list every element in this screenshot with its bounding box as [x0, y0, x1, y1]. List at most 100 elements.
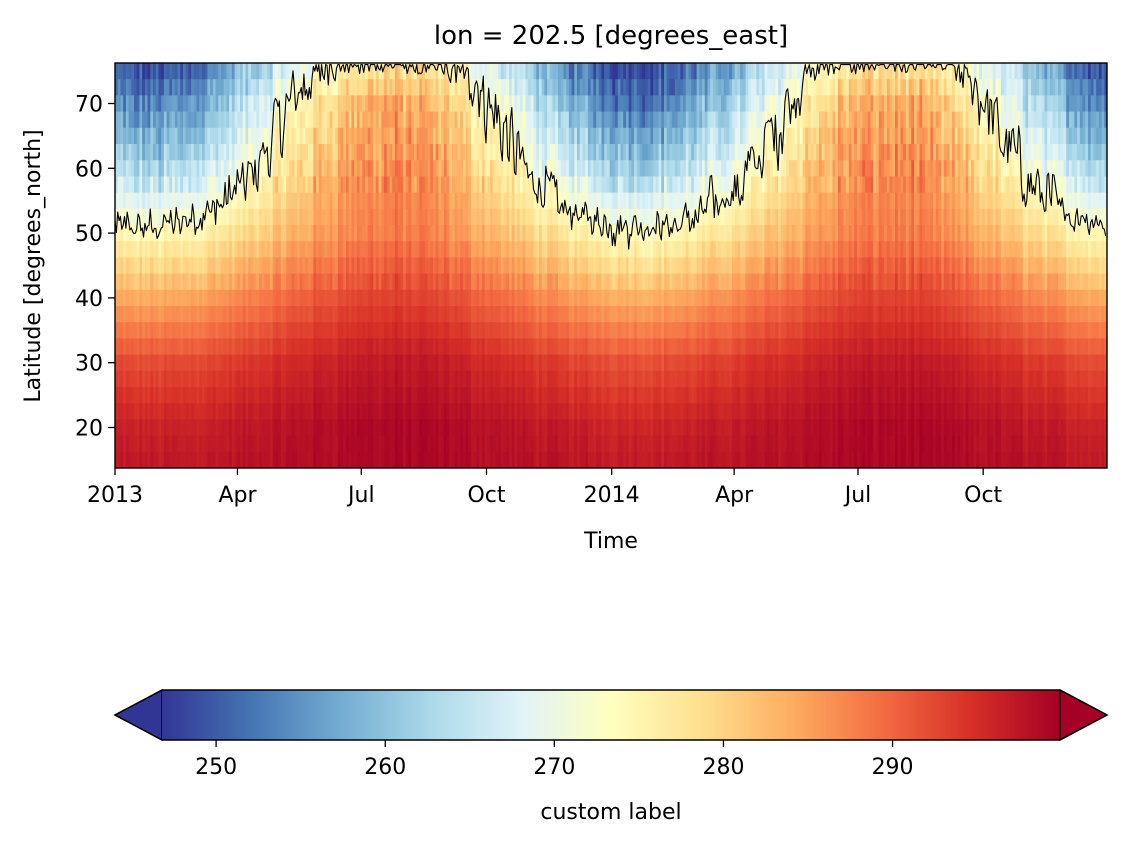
heatmap-cell [278, 435, 282, 453]
heatmap-cell [161, 289, 165, 307]
heatmap-cell [188, 257, 192, 275]
heatmap-cell [142, 208, 146, 226]
heatmap-cell [147, 225, 151, 242]
heatmap-cell [220, 289, 225, 307]
heatmap-cell [201, 176, 206, 194]
heatmap-cell [373, 257, 377, 275]
heatmap-cell [242, 435, 247, 453]
heatmap-cell [577, 289, 581, 307]
heatmap-cell [275, 435, 279, 453]
heatmap-cell [519, 273, 524, 291]
heatmap-cell [566, 127, 570, 145]
heatmap-cell [585, 192, 589, 210]
heatmap-cell [490, 451, 494, 468]
heatmap-cell [348, 306, 353, 323]
heatmap-cell [340, 192, 344, 210]
heatmap-cell [375, 419, 380, 437]
heatmap-cell [128, 63, 132, 80]
heatmap-cell [490, 403, 494, 420]
heatmap-cell [370, 387, 374, 404]
heatmap-cell [220, 241, 225, 258]
heatmap-cell [647, 289, 652, 307]
heatmap-cell [220, 63, 225, 80]
heatmap-cell [568, 322, 573, 339]
heatmap-cell [519, 225, 524, 242]
heatmap-cell [210, 338, 214, 356]
heatmap-cell [547, 289, 551, 307]
heatmap-cell [229, 79, 233, 96]
heatmap-cell [484, 289, 488, 307]
heatmap-cell [517, 419, 521, 437]
heatmap-cell [593, 387, 597, 404]
heatmap-cell [549, 419, 554, 437]
heatmap-cell [615, 354, 619, 372]
heatmap-cell [261, 451, 266, 468]
heatmap-cell [123, 176, 127, 194]
heatmap-cell [321, 176, 325, 194]
heatmap-cell [625, 451, 630, 468]
heatmap-cell [332, 403, 336, 420]
heatmap-cell [125, 95, 130, 113]
heatmap-cell [446, 160, 450, 177]
heatmap-cell [503, 176, 507, 194]
heatmap-cell [332, 225, 336, 242]
heatmap-cell [571, 241, 575, 258]
heatmap-cell [528, 387, 532, 404]
heatmap-cell [332, 370, 336, 388]
heatmap-cell [177, 354, 181, 372]
heatmap-cell [479, 273, 483, 291]
heatmap-cell [297, 435, 301, 453]
heatmap-cell [207, 241, 211, 258]
heatmap-cell [596, 95, 600, 113]
heatmap-cell [253, 192, 257, 210]
heatmap-cell [207, 289, 211, 307]
heatmap-cell [454, 370, 459, 388]
heatmap-cell [283, 387, 287, 404]
heatmap-cell [492, 160, 497, 177]
heatmap-cell [356, 257, 361, 275]
heatmap-cell [253, 451, 257, 468]
heatmap-cell [473, 111, 478, 129]
heatmap-cell [201, 289, 206, 307]
heatmap-cell [310, 111, 314, 129]
heatmap-cell [147, 95, 151, 113]
heatmap-cell [615, 289, 619, 307]
heatmap-cell [408, 435, 412, 453]
heatmap-cell [329, 79, 334, 96]
heatmap-cell [628, 435, 632, 453]
heatmap-cell [234, 79, 238, 96]
heatmap-cell [201, 127, 206, 145]
heatmap-cell [449, 241, 453, 258]
heatmap-cell [117, 338, 122, 356]
heatmap-cell [272, 451, 276, 468]
heatmap-cell [155, 225, 160, 242]
heatmap-cell [596, 63, 600, 80]
heatmap-cell [416, 306, 420, 323]
heatmap-cell [424, 176, 429, 194]
heatmap-cell [237, 387, 241, 404]
heatmap-cell [492, 403, 497, 420]
heatmap-cell [373, 241, 377, 258]
heatmap-cell [653, 435, 657, 453]
heatmap-cell [596, 176, 600, 194]
heatmap-cell [269, 403, 274, 420]
heatmap-cell [185, 208, 189, 226]
heatmap-cell [481, 208, 486, 226]
heatmap-cell [435, 387, 440, 404]
heatmap-cell [628, 419, 632, 437]
heatmap-cell [196, 95, 200, 113]
heatmap-cell [642, 289, 646, 307]
heatmap-cell [261, 306, 266, 323]
heatmap-cell [468, 273, 472, 291]
heatmap-cell [248, 192, 252, 210]
heatmap-cell [517, 63, 521, 80]
heatmap-cell [196, 160, 200, 177]
heatmap-cell [384, 257, 388, 275]
heatmap-cell [481, 419, 486, 437]
heatmap-cell [476, 306, 480, 323]
heatmap-cell [443, 419, 448, 437]
heatmap-cell [215, 95, 219, 113]
heatmap-cell [231, 160, 236, 177]
heatmap-cell [443, 176, 448, 194]
heatmap-cell [644, 160, 649, 177]
